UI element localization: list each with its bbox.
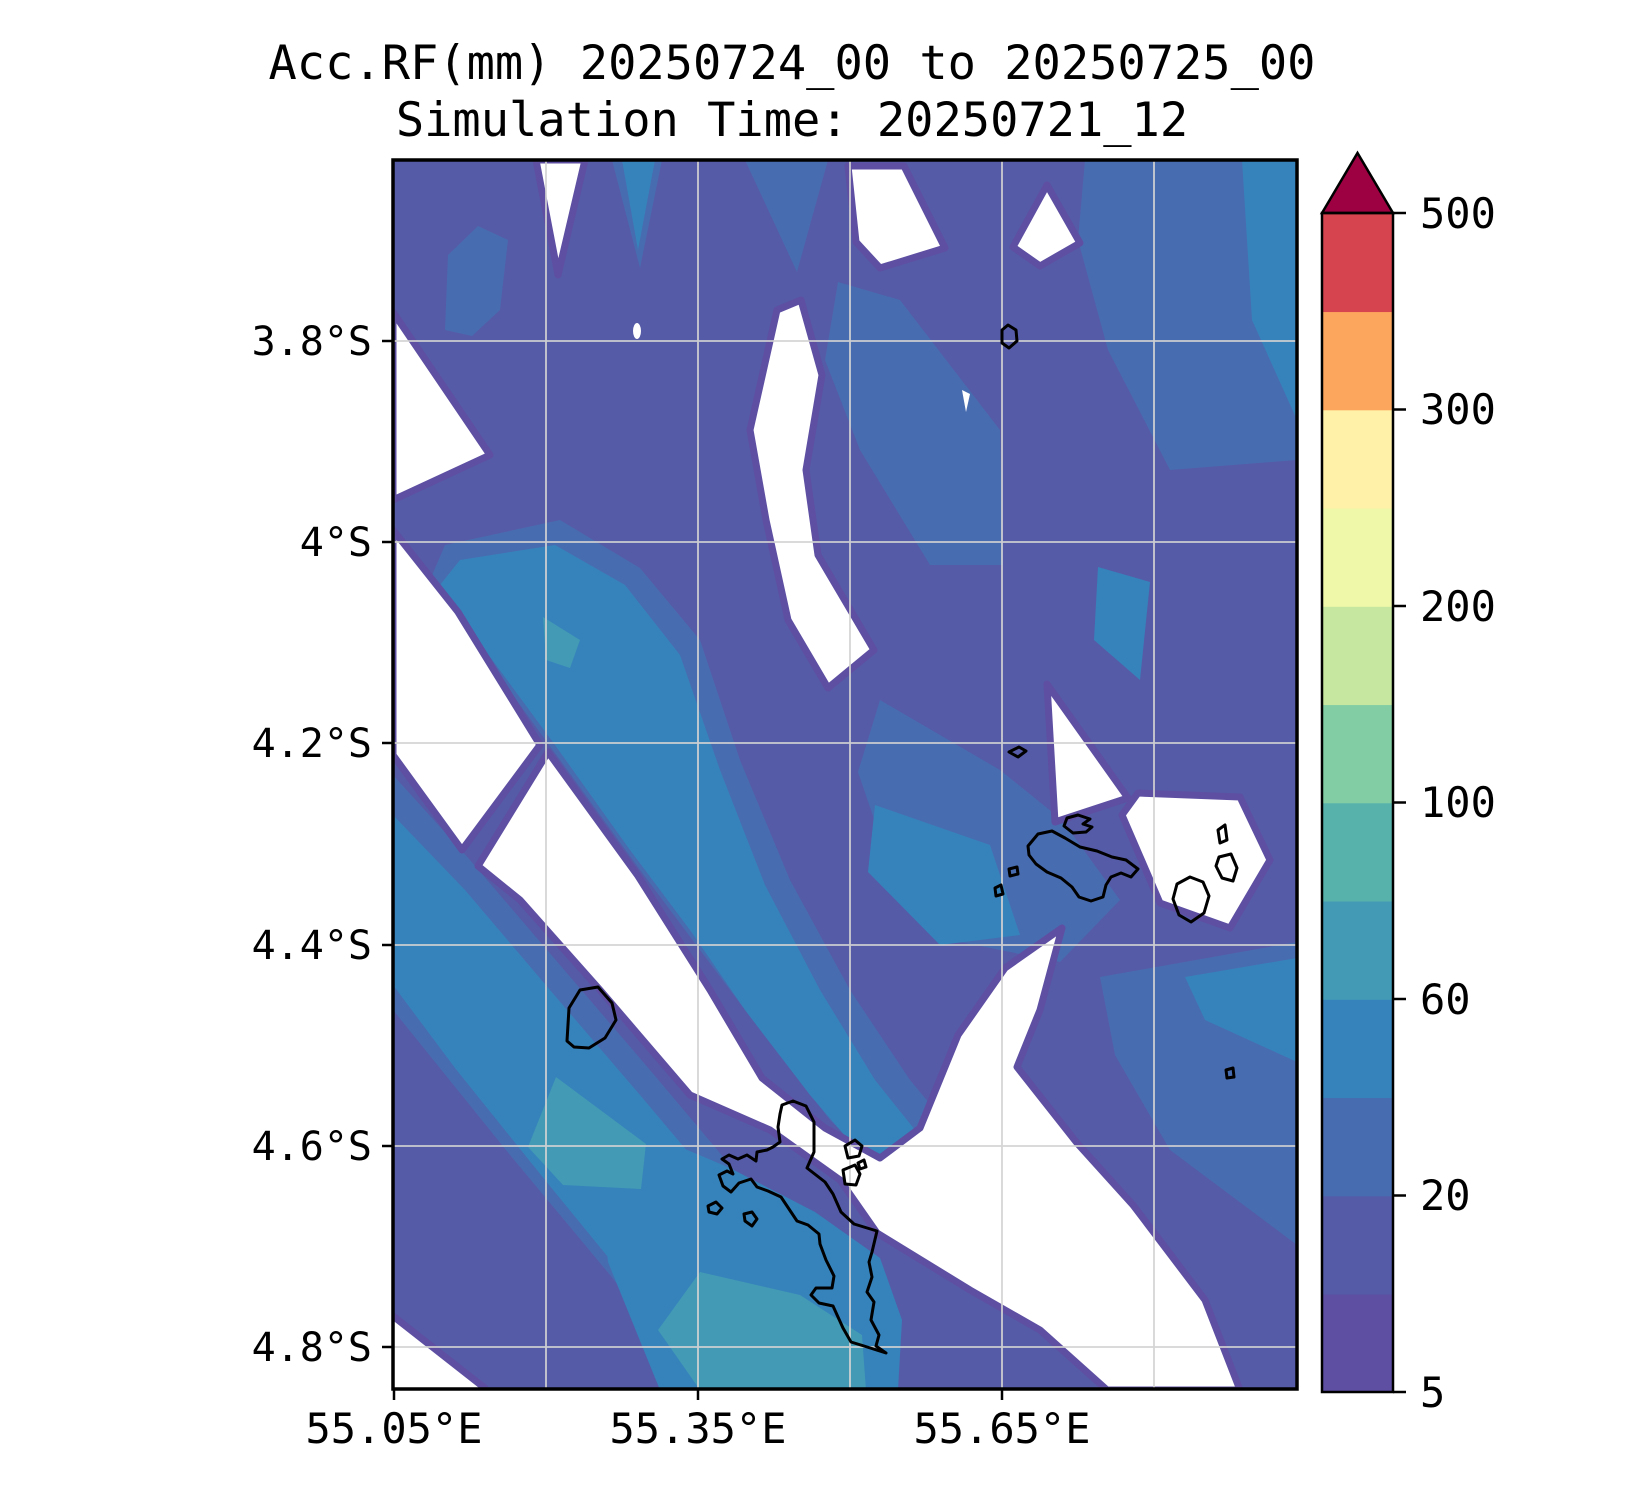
colorbar [1319, 150, 1406, 1394]
white-sliver [962, 390, 970, 412]
contour-regions-below-5 [393, 160, 1274, 1389]
st-pierre-islet-outline [1007, 865, 1020, 878]
x-tick-label: 55.65°E [913, 1404, 1090, 1453]
felicite-islet-outline [1216, 823, 1229, 845]
map-frame [391, 158, 1299, 1391]
therese-islet-outline [706, 1200, 724, 1216]
la-digue-island-outline [1171, 875, 1211, 924]
colorbar-segment [1322, 1097, 1393, 1197]
cbar-tick-label: 20 [1420, 1171, 1471, 1220]
aride-island-outline [1007, 745, 1028, 759]
colorbar-segment [1322, 802, 1393, 902]
mahe-island-outline [717, 1099, 888, 1355]
cbar-tick-label: 500 [1420, 189, 1496, 238]
praslin-island-outline [1026, 829, 1140, 903]
y-axis-labels: 3.8°S 4°S 4.2°S 4.4°S 4.6°S 4.8°S [252, 319, 372, 1371]
y-tick-label: 4.8°S [252, 1325, 372, 1371]
cbar-tick-label: 200 [1420, 582, 1496, 631]
colorbar-segment [1322, 213, 1393, 313]
curieuse-island-outline [1062, 813, 1094, 835]
denis-island-outline [1000, 323, 1019, 350]
y-tick-label: 4.4°S [252, 923, 372, 969]
moyenne-islet-outline [856, 1158, 868, 1171]
island-coastlines [565, 323, 1239, 1355]
ste-anne-islet-outline [843, 1138, 864, 1160]
cbar-tick-label: 100 [1420, 778, 1496, 827]
x-tick-label: 55.05°E [305, 1404, 482, 1453]
axis-ticks [382, 339, 1004, 1400]
corner-rim [393, 1313, 489, 1389]
colorbar-segment [1322, 311, 1393, 411]
white-speck [633, 323, 641, 339]
x-tick-label: 55.35°E [609, 1404, 786, 1453]
plot-title: Acc.RF(mm) 20250724_00 to 20250725_00 [269, 36, 1316, 91]
conception-islet-outline [742, 1210, 759, 1228]
east-islet-outline [1224, 1066, 1236, 1080]
cbar-tick-label: 5 [1420, 1368, 1445, 1417]
colorbar-segment [1322, 704, 1393, 804]
colorbar-segment [1322, 900, 1393, 1000]
colorbar-segment [1322, 1293, 1393, 1393]
colorbar-segment [1322, 409, 1393, 509]
silhouette-island-outline [565, 985, 618, 1050]
colorbar-segment [1322, 606, 1393, 706]
colorbar-tick-labels: 500 300 200 100 60 20 5 [1420, 189, 1496, 1417]
y-tick-label: 4.2°S [252, 721, 372, 767]
cbar-tick-label: 60 [1420, 975, 1471, 1024]
plot-subtitle: Simulation Time: 20250721_12 [396, 93, 1188, 148]
x-axis-labels: 55.05°E 55.35°E 55.65°E [305, 1404, 1090, 1453]
islet-outline [993, 883, 1005, 898]
cbar-tick-label: 300 [1420, 385, 1496, 434]
colorbar-segment [1322, 1195, 1393, 1295]
cerf-islet-outline [841, 1163, 862, 1187]
y-tick-label: 4°S [300, 520, 372, 566]
contour-regions-60-80 [528, 617, 866, 1389]
map-plot-area: 3.8°S 4°S 4.2°S 4.4°S 4.6°S 4.8°S 55.05°… [252, 158, 1299, 1453]
y-tick-label: 3.8°S [252, 319, 372, 365]
contour-field [393, 160, 1297, 1389]
colorbar-segment [1322, 507, 1393, 607]
y-tick-label: 4.6°S [252, 1124, 372, 1170]
colorbar-segment [1322, 999, 1393, 1099]
colorbar-over-arrow [1319, 150, 1396, 215]
marianne-islet-outline [1214, 852, 1239, 883]
